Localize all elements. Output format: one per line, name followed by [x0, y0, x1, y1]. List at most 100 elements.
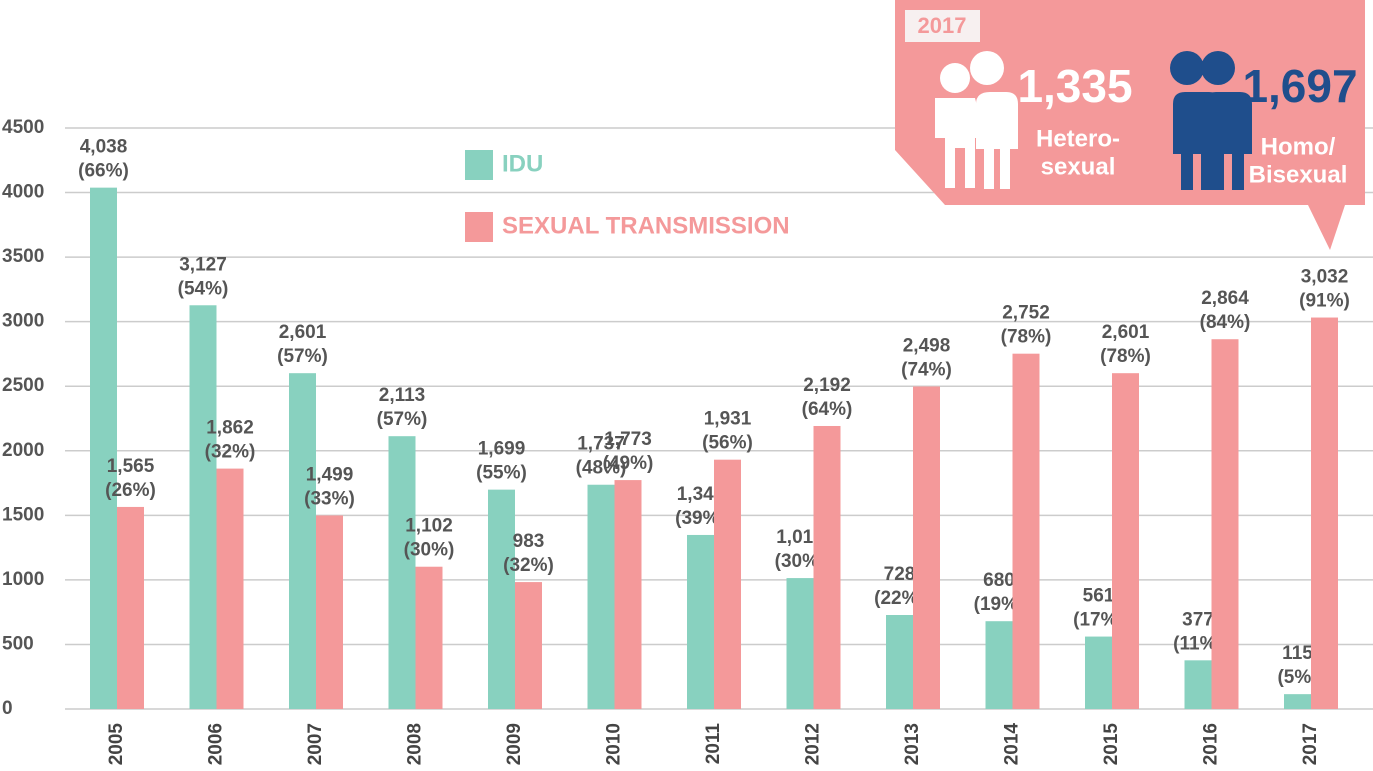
callout-value: 1,335 — [1017, 60, 1132, 112]
callout-label: sexual — [1041, 153, 1116, 180]
share-label: (11%) — [1173, 633, 1223, 654]
legend-label: SEXUAL TRANSMISSION — [502, 212, 790, 239]
y-tick-label: 4000 — [2, 182, 44, 203]
callout-box — [895, 0, 1365, 250]
bar — [515, 582, 542, 709]
value-label: 2,752 — [1002, 303, 1050, 324]
year-box — [905, 10, 980, 42]
bar — [189, 305, 217, 709]
value-label: 2,113 — [379, 385, 426, 406]
share-label: (5%) — [1277, 667, 1317, 688]
bar — [1085, 636, 1112, 709]
share-label: (55%) — [476, 463, 527, 484]
value-label: 1,773 — [604, 429, 652, 450]
bar — [886, 615, 913, 709]
value-label: 728 — [884, 564, 916, 585]
value-label: 1,699 — [478, 439, 526, 460]
share-label: (22%) — [874, 588, 925, 609]
share-label: (30%) — [775, 551, 826, 572]
bar — [985, 621, 1013, 709]
bar — [216, 468, 244, 709]
value-label: 561 — [1083, 586, 1115, 607]
share-label: (91%) — [1299, 291, 1350, 312]
x-tick-label: 2006 — [206, 723, 227, 765]
value-label: 3,032 — [1301, 267, 1349, 288]
value-label: 1,014 — [776, 527, 824, 548]
x-tick-label: 2010 — [604, 723, 625, 765]
x-tick-label: 2007 — [305, 723, 326, 765]
y-tick-label: 0 — [2, 698, 13, 719]
value-label: 2,601 — [279, 322, 327, 343]
value-label: 3,127 — [179, 254, 227, 275]
bar — [316, 515, 343, 709]
x-tick-label: 2016 — [1201, 723, 1222, 765]
callout-year: 2017 — [918, 13, 967, 38]
plot: 0 500 1000 1500 2000 2500 3000 3500 4000 4500 2005… — [2, 117, 1373, 765]
value-label: 2,498 — [903, 335, 951, 356]
share-label: (66%) — [78, 161, 129, 182]
share-label: (57%) — [277, 346, 328, 367]
bar — [687, 534, 714, 709]
hetero-icon — [935, 51, 1018, 189]
share-label: (32%) — [503, 555, 554, 576]
share-label: (57%) — [377, 409, 428, 430]
x-tick-label: 2014 — [1002, 723, 1023, 766]
legend-swatch — [465, 212, 493, 242]
x-tick-label: 2005 — [106, 723, 127, 766]
bar — [90, 187, 117, 709]
bar — [1112, 373, 1139, 709]
x-tick-label: 2015 — [1101, 723, 1122, 766]
share-label: (32%) — [205, 442, 256, 463]
callout-label: Homo/ — [1261, 133, 1336, 160]
share-label: (74%) — [901, 359, 952, 380]
bar — [813, 425, 841, 709]
x-tick-label: 2013 — [902, 723, 923, 765]
share-label: (78%) — [1100, 346, 1151, 367]
y-tick-label: 3000 — [2, 311, 44, 332]
share-label: (84%) — [1200, 312, 1251, 333]
y-tick-label: 2500 — [2, 375, 44, 396]
bar — [1284, 694, 1311, 709]
value-label: 1,565 — [107, 456, 155, 477]
y-tick-label: 500 — [2, 633, 34, 654]
y-tick-label: 1000 — [2, 569, 44, 590]
value-label: 4,038 — [80, 137, 128, 158]
bar — [587, 484, 615, 709]
y-tick-label: 1500 — [2, 504, 44, 525]
value-label: 2,864 — [1201, 288, 1249, 309]
callout: 2017 1,335 Hetero- sexual 1,697 Homo/ Bi… — [895, 0, 1365, 250]
x-tick-label: 2017 — [1300, 723, 1321, 765]
bar — [913, 386, 940, 709]
share-label: (19%) — [974, 594, 1025, 615]
callout-value: 1,697 — [1242, 60, 1357, 112]
share-label: (39%) — [675, 508, 726, 529]
value-label: 1,102 — [405, 516, 453, 537]
value-label: 983 — [513, 531, 545, 552]
y-tick-label: 4500 — [2, 117, 44, 138]
share-label: (54%) — [178, 278, 229, 299]
bar — [415, 566, 443, 709]
callout-label: Bisexual — [1249, 161, 1348, 188]
bar — [1012, 353, 1040, 709]
share-label: (26%) — [105, 480, 156, 501]
bar — [1184, 660, 1212, 709]
bar — [1211, 339, 1239, 709]
share-label: (78%) — [1001, 327, 1052, 348]
value-label: 115 — [1282, 643, 1313, 664]
bar — [388, 436, 416, 709]
y-tick-label: 3500 — [2, 246, 44, 267]
x-tick-label: 2012 — [803, 723, 824, 765]
legend-swatch — [465, 150, 493, 180]
value-label: 1,931 — [704, 409, 752, 430]
bar — [488, 489, 515, 709]
callout-label: Hetero- — [1036, 125, 1120, 152]
x-tick-label: 2008 — [405, 723, 426, 765]
bar — [1311, 317, 1338, 709]
value-label: 1,862 — [206, 418, 254, 439]
bar — [117, 506, 144, 709]
value-label: 377 — [1182, 609, 1214, 630]
value-label: 2,192 — [803, 375, 851, 396]
share-label: (30%) — [404, 540, 455, 561]
share-label: (56%) — [702, 433, 753, 454]
